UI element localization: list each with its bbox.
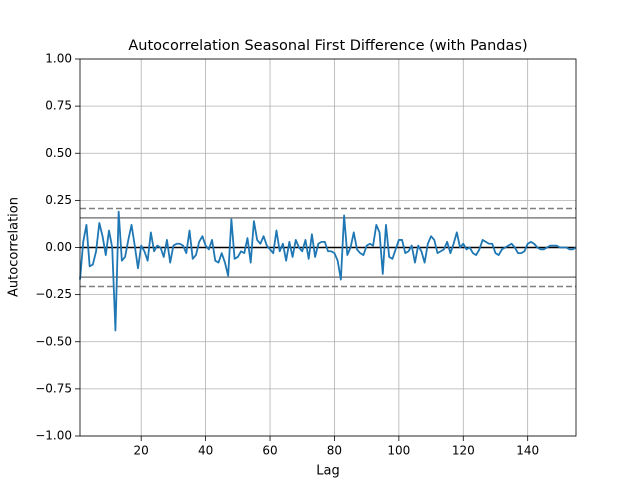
y-tick-label: 0.50 <box>45 146 72 160</box>
y-tick-label: −0.25 <box>35 287 72 301</box>
y-tick-label: −0.50 <box>35 334 72 348</box>
y-tick-label: 0.00 <box>45 240 72 254</box>
x-tick-label: 120 <box>452 444 475 458</box>
y-tick-label: −1.00 <box>35 429 72 443</box>
axes-frame <box>79 58 577 437</box>
chart-title: Autocorrelation Seasonal First Differenc… <box>128 38 527 54</box>
x-tick-label: 60 <box>262 444 277 458</box>
data-line <box>79 210 577 332</box>
y-tick-label: 1.00 <box>45 52 72 66</box>
y-tick-label: −0.75 <box>35 381 72 395</box>
y-tick-label: 0.75 <box>45 99 72 113</box>
x-tick-label: 140 <box>516 444 539 458</box>
y-axis-label: Autocorrelation <box>7 197 22 297</box>
y-tick-label: 0.25 <box>45 193 72 207</box>
x-tick-label: 80 <box>327 444 342 458</box>
x-tick-label: 20 <box>134 444 149 458</box>
x-tick-label: 40 <box>198 444 213 458</box>
x-axis-label: Lag <box>316 464 339 479</box>
x-tick-label: 100 <box>387 444 410 458</box>
